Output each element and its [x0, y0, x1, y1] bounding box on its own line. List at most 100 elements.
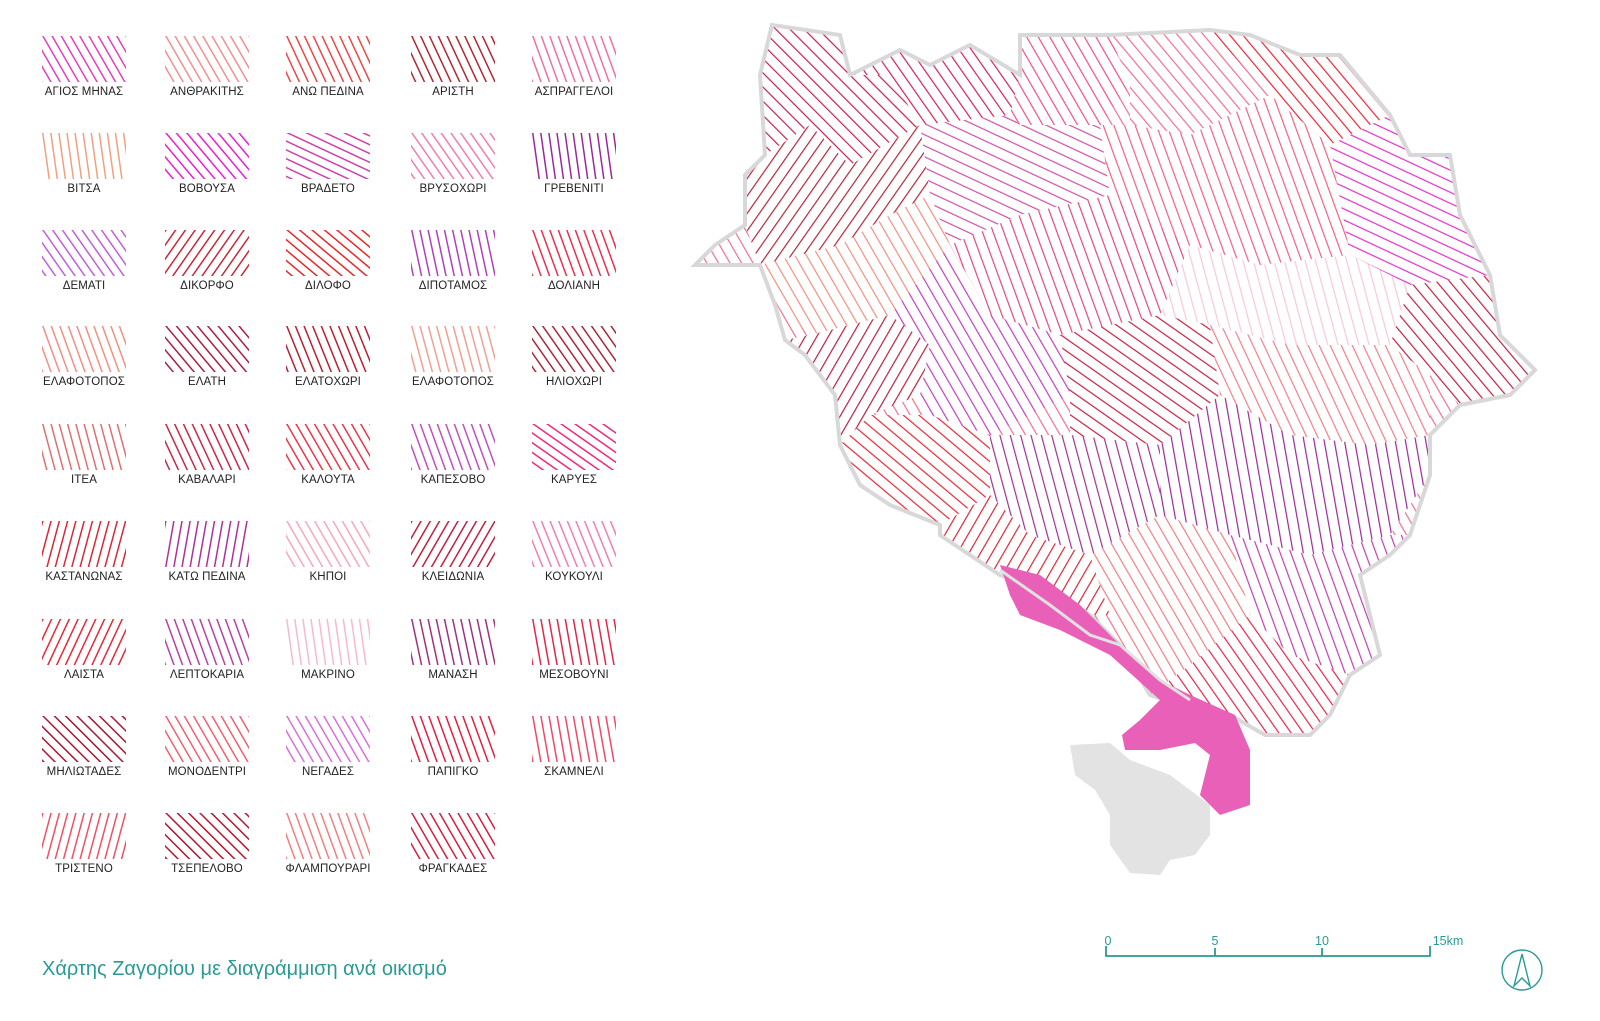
scale-tick-15km: 15km	[1432, 934, 1464, 948]
lake-area	[1070, 743, 1210, 875]
legend-item: ΙΤΕΑ	[20, 424, 144, 514]
legend-item: ΕΛΑΤΟΧΩΡΙ	[264, 326, 388, 416]
legend-label: ΦΡΑΓΚΑΔΕΣ	[418, 863, 488, 875]
map-region	[1160, 395, 1430, 555]
legend-item: ΔΕΜΑΤΙ	[20, 230, 144, 320]
scale-bar: 0 5 10 15km	[1100, 934, 1470, 986]
legend-label: ΚΛΕΙΔΩΝΙΑ	[421, 571, 485, 583]
legend-label: ΚΗΠΟΙ	[309, 571, 347, 583]
map-caption: Χάρτης Ζαγορίου με διαγράμμιση ανά οικισ…	[42, 958, 447, 980]
legend-item: ΜΗΛΙΩΤΑΔΕΣ	[20, 716, 144, 806]
legend-label: ΓΡΕΒΕΝΙΤΙ	[544, 183, 604, 195]
legend-item: ΜΕΣΟΒΟΥΝΙ	[510, 619, 634, 709]
legend-label: ΑΝΩ ΠΕΔΙΝΑ	[292, 86, 364, 98]
legend-label: ΔΕΜΑΤΙ	[62, 280, 106, 292]
legend-item: ΑΡΙΣΤΗ	[389, 36, 513, 126]
legend-swatch	[42, 326, 126, 372]
legend-label: ΛΕΠΤΟΚΑΡΙΑ	[169, 669, 245, 681]
legend-item: ΣΚΑΜΝΕΛΙ	[510, 716, 634, 806]
legend-item: ΒΙΤΣΑ	[20, 133, 144, 223]
map-region	[785, 315, 930, 445]
legend-swatch	[411, 36, 495, 82]
legend-swatch	[532, 133, 616, 179]
map-region	[1060, 315, 1220, 445]
legend-swatch	[411, 230, 495, 276]
legend-swatch	[411, 424, 495, 470]
legend-label: ΜΟΝΟΔΕΝΤΡΙ	[167, 766, 247, 778]
map-region	[850, 45, 1020, 125]
legend-swatch	[286, 619, 370, 665]
map-boundary	[690, 22, 1538, 737]
legend-label: ΣΚΑΜΝΕΛΙ	[544, 766, 604, 778]
legend-label: ΑΓΙΟΣ ΜΗΝΑΣ	[44, 86, 124, 98]
legend-swatch	[411, 133, 495, 179]
legend-item: ΛΑΙΣΤΑ	[20, 619, 144, 709]
legend-swatch	[532, 619, 616, 665]
legend-item: ΛΕΠΤΟΚΑΡΙΑ	[143, 619, 267, 709]
legend-label: ΜΑΚΡΙΝΟ	[301, 669, 355, 681]
legend-item: ΚΑΒΑΛΑΡΙ	[143, 424, 267, 514]
legend-item: ΕΛΑΦΟΤΟΠΟΣ	[20, 326, 144, 416]
legend-item: ΑΝΩ ΠΕΔΙΝΑ	[264, 36, 388, 126]
legend-swatch	[532, 36, 616, 82]
legend-swatch	[42, 36, 126, 82]
legend-item: ΒΟΒΟΥΣΑ	[143, 133, 267, 223]
map-region	[840, 415, 990, 525]
legend-item: ΚΑΛΟΥΤΑ	[264, 424, 388, 514]
legend-swatch	[411, 326, 495, 372]
map-region	[1110, 30, 1270, 135]
legend-label: ΕΛΑΦΟΤΟΠΟΣ	[412, 376, 494, 388]
legend-item: ΗΛΙΟΧΩΡΙ	[510, 326, 634, 416]
legend-swatch	[165, 424, 249, 470]
legend-label: ΔΙΚΟΡΦΟ	[180, 280, 234, 292]
map-region	[760, 195, 950, 335]
legend-item: ΚΑΤΩ ΠΕΔΙΝΑ	[143, 521, 267, 611]
legend-label: ΛΑΙΣΤΑ	[63, 669, 105, 681]
legend-item: ΔΙΛΟΦΟ	[264, 230, 388, 320]
legend-item: ΑΓΙΟΣ ΜΗΝΑΣ	[20, 36, 144, 126]
legend-label: ΦΛΑΜΠΟΥΡΑΡΙ	[285, 863, 371, 875]
map-region	[990, 435, 1160, 555]
legend-label: ΒΡΥΣΟΧΩΡΙ	[419, 183, 487, 195]
scale-tick-10: 10	[1315, 934, 1329, 948]
legend-label: ΔΙΠΟΤΑΜΟΣ	[418, 280, 488, 292]
legend-item: ΦΛΑΜΠΟΥΡΑΡΙ	[264, 813, 388, 903]
legend-label: ΚΑΣΤΑΝΩΝΑΣ	[45, 571, 123, 583]
legend-swatch	[532, 521, 616, 567]
legend-label: ΒΡΑΔΕΤΟ	[301, 183, 355, 195]
legend-swatch	[286, 813, 370, 859]
legend-item: ΕΛΑΦΟΤΟΠΟΣ	[389, 326, 513, 416]
legend-swatch	[165, 619, 249, 665]
legend-swatch	[532, 326, 616, 372]
scale-tick-5: 5	[1211, 934, 1219, 948]
legend-swatch	[532, 716, 616, 762]
legend-swatch	[286, 36, 370, 82]
legend-item: ΜΑΚΡΙΝΟ	[264, 619, 388, 709]
legend-label: ΚΑΛΟΥΤΑ	[301, 474, 355, 486]
legend-swatch	[165, 326, 249, 372]
legend-swatch	[42, 521, 126, 567]
legend-swatch	[165, 716, 249, 762]
map-region	[890, 245, 1070, 435]
legend-label: ΤΡΙΣΤΕΝΟ	[55, 863, 113, 875]
map-region	[1010, 35, 1130, 125]
legend-label: ΜΑΝΑΣΗ	[428, 669, 478, 681]
legend-item: ΜΑΝΑΣΗ	[389, 619, 513, 709]
map-region	[1090, 515, 1250, 695]
legend-swatch	[532, 424, 616, 470]
north-arrow-icon	[1501, 949, 1543, 991]
legend-swatch	[165, 230, 249, 276]
legend: ΑΓΙΟΣ ΜΗΝΑΣ ΑΝΘΡΑΚΙΤΗΣ ΑΝΩ ΠΕΔΙΝΑ ΑΡΙΣΤΗ ΑΣΠ…	[0, 0, 680, 920]
legend-swatch	[532, 230, 616, 276]
legend-item: ΚΑΡΥΕΣ	[510, 424, 634, 514]
map-region	[1100, 95, 1350, 265]
legend-label: ΒΙΤΣΑ	[67, 183, 101, 195]
legend-swatch	[411, 716, 495, 762]
legend-swatch	[165, 36, 249, 82]
legend-item: ΓΡΕΒΕΝΙΤΙ	[510, 133, 634, 223]
map-region	[920, 115, 1110, 245]
legend-label: ΕΛΑΦΟΤΟΠΟΣ	[43, 376, 125, 388]
zagori-map	[690, 22, 1538, 875]
legend-swatch	[286, 326, 370, 372]
legend-item: ΦΡΑΓΚΑΔΕΣ	[389, 813, 513, 903]
